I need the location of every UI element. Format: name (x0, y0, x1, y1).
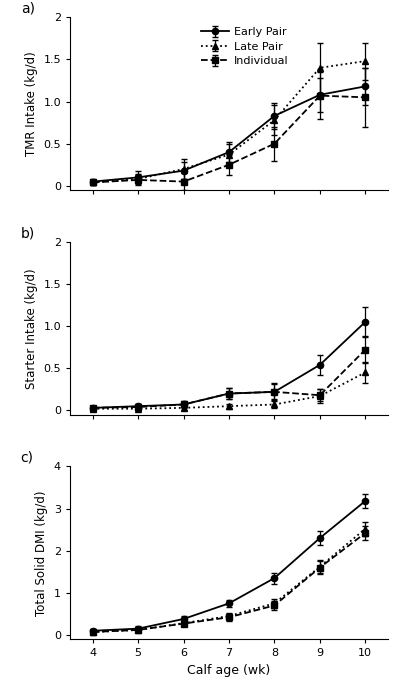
Legend: Early Pair, Late Pair, Individual: Early Pair, Late Pair, Individual (196, 23, 293, 70)
X-axis label: Calf age (wk): Calf age (wk) (187, 664, 271, 676)
Y-axis label: Starter Intake (kg/d): Starter Intake (kg/d) (25, 268, 38, 388)
Text: b): b) (21, 226, 35, 240)
Y-axis label: TMR Intake (kg/d): TMR Intake (kg/d) (25, 51, 38, 156)
Y-axis label: Total Solid DMI (kg/d): Total Solid DMI (kg/d) (35, 490, 48, 616)
Text: a): a) (21, 1, 35, 16)
Text: c): c) (21, 451, 34, 464)
